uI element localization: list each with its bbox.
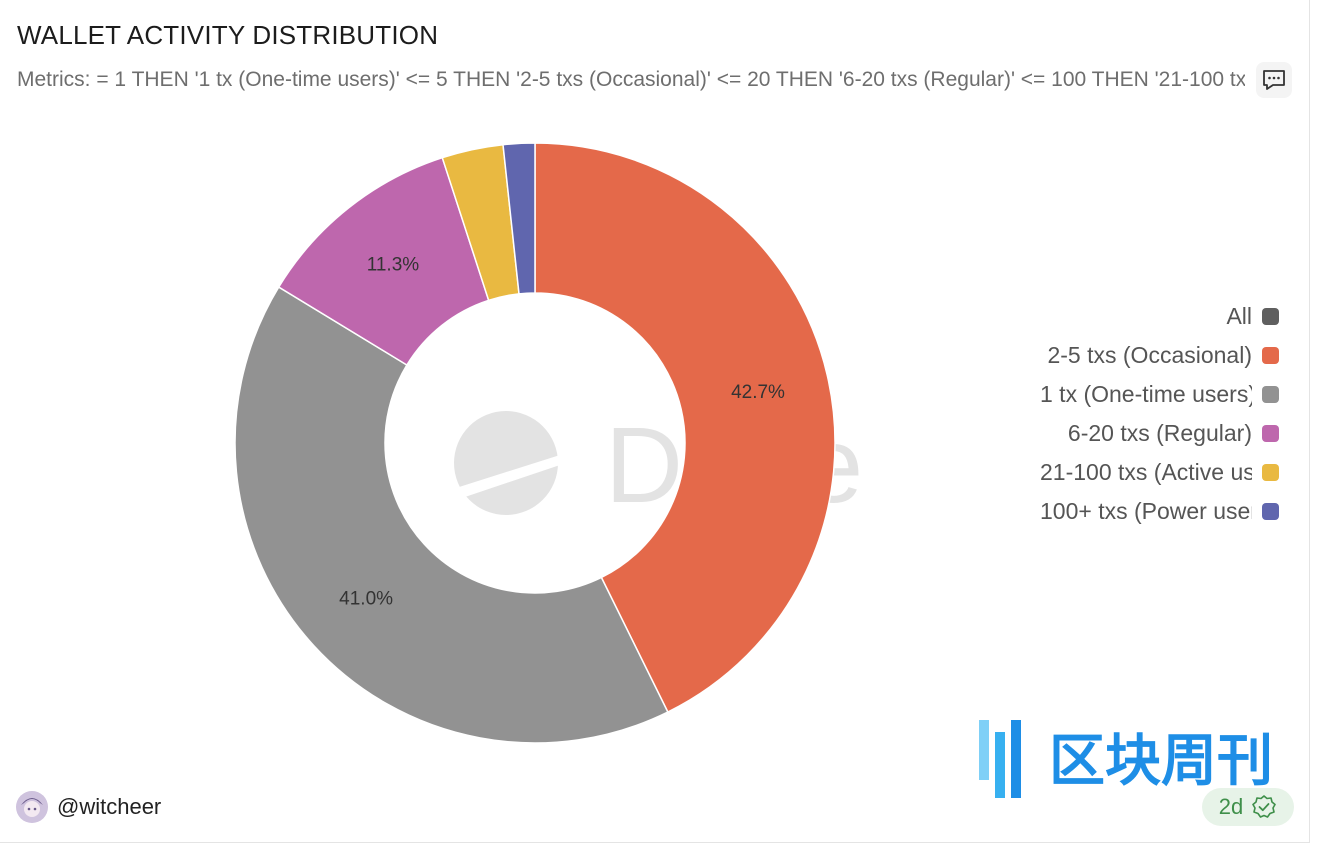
legend-swatch [1262,347,1279,364]
legend-swatch [1262,308,1279,325]
legend-label: 1 tx (One-time users) [1040,381,1252,407]
legend-label: 100+ txs (Power users) [1040,498,1252,524]
author-info[interactable]: @witcheer [16,791,161,823]
donut-chart: Dune 42.7%41.0%11.3% [234,142,863,744]
legend-swatch [1262,464,1279,481]
legend-label: 2-5 txs (Occasional) [1047,342,1252,368]
legend-swatch [1262,425,1279,442]
legend-label: All [1226,303,1252,329]
legend-label: 6-20 txs (Regular) [1067,420,1252,446]
legend-swatch [1262,386,1279,403]
donut-slice-1[interactable] [534,142,836,713]
chart-legend: All 2-5 txs (Occasional) 1 tx (One-time us… [1019,297,1279,531]
legend-item-2[interactable]: 2-5 txs (Occasional) [1019,336,1279,375]
donut-slice-5[interactable] [502,142,536,295]
legend-label: 21-100 txs (Active users) [1040,459,1252,485]
verified-check-icon [1252,795,1277,818]
legend-item-5[interactable]: 21-100 txs (Active users) [1019,453,1279,492]
age-text: 2d [1218,794,1244,819]
stamp-text: 区块周刊 [1049,729,1273,794]
comment-icon [1263,70,1285,90]
avatar-icon [16,791,48,823]
slice-data-label-2: 41.0% [339,589,393,610]
age-badge[interactable]: 2d [1202,788,1294,826]
author-name: @witcheer [57,794,162,819]
publication-stamp: 区块周刊 [975,690,1295,830]
chart-subtitle: Metrics: = 1 THEN '1 tx (One-time users)… [17,68,1245,91]
chart-title: WALLET ACTIVITY DISTRIBUTION [17,20,439,50]
slice-data-label-1: 42.7% [731,382,785,403]
comment-button[interactable] [1256,62,1292,98]
donut-slice-2[interactable] [234,286,669,744]
legend-item-1[interactable]: All [1019,297,1279,336]
legend-swatch [1262,503,1279,520]
legend-item-3[interactable]: 1 tx (One-time users) [1019,375,1279,414]
slice-data-label-3: 11.3% [367,254,420,275]
legend-item-6[interactable]: 100+ txs (Power users) [1019,492,1279,531]
legend-item-4[interactable]: 6-20 txs (Regular) [1019,414,1279,453]
